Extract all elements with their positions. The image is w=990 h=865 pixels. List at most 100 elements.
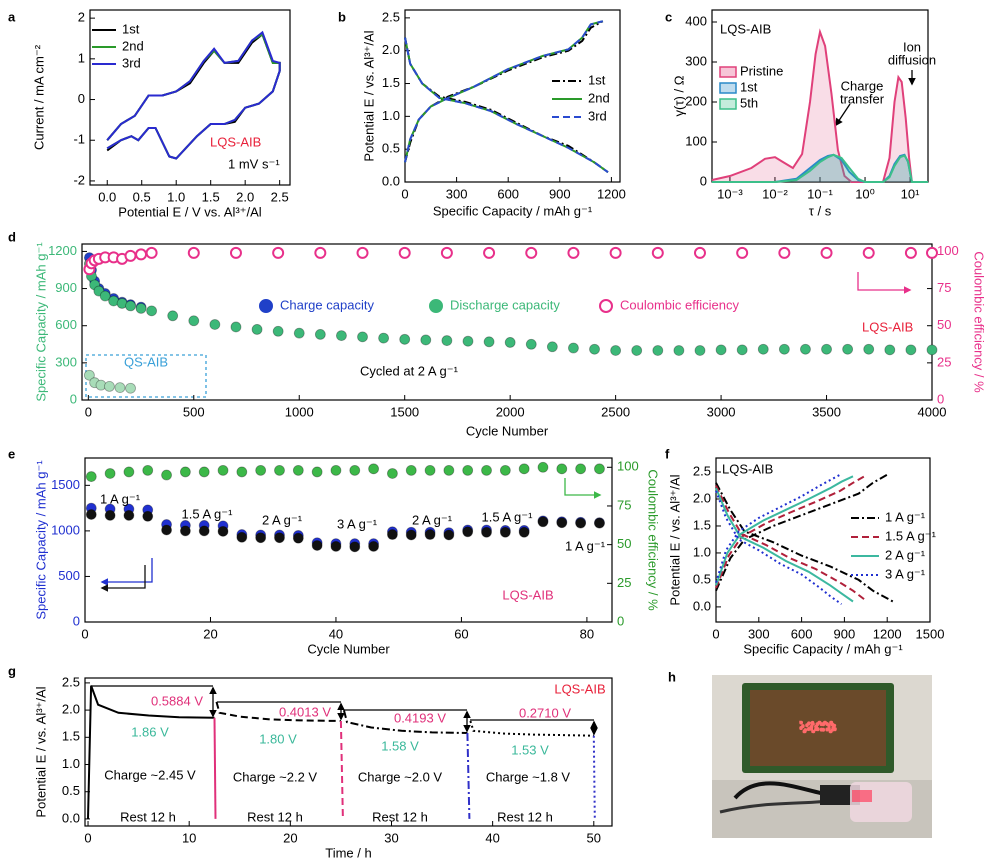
data-point <box>556 517 568 529</box>
data-point <box>443 529 455 541</box>
annotation: 3 A g⁻¹ <box>337 516 378 531</box>
data-point <box>610 345 622 356</box>
data-point <box>504 337 516 348</box>
annotation: 1.5 A g⁻¹ <box>182 506 234 521</box>
x-tick-label: 0 <box>81 626 88 641</box>
data-point <box>255 464 267 476</box>
annotation: 1.58 V <box>381 738 419 753</box>
data-point <box>863 343 875 355</box>
data-point <box>575 517 587 529</box>
y-tick-label: 500 <box>58 568 80 583</box>
data-point <box>842 343 854 355</box>
y-axis-title: Specific Capacity / mAh g⁻¹ <box>33 460 48 620</box>
x-tick-label: 20 <box>203 626 217 641</box>
data-point <box>518 526 530 538</box>
y-tick-label: 0 <box>700 173 707 188</box>
y-axis-title: Potential E / vs. Al³⁺/Al <box>33 686 48 817</box>
annotation: 2 A g⁻¹ <box>412 512 453 527</box>
data-point <box>673 345 685 356</box>
x-tick-label: 300 <box>748 626 770 641</box>
y-tick-label: 1.0 <box>382 108 400 123</box>
line <box>712 153 928 183</box>
arrow <box>835 103 851 127</box>
data-point <box>311 466 323 478</box>
x-tick-label: 2.5 <box>271 189 289 204</box>
x-tick-label: 10⁻¹ <box>807 186 833 201</box>
y-axis-title: Specific Capacity / mAh g⁻¹ <box>33 242 48 402</box>
annotation: diffusion <box>888 52 936 67</box>
y-axis-title: Current / mA cm⁻² <box>31 44 46 150</box>
y-tick-label: 200 <box>685 93 707 108</box>
panel-label: e <box>8 446 15 461</box>
line <box>592 735 596 819</box>
x-tick-label: 300 <box>446 186 468 201</box>
annotation: 0.4013 V <box>279 704 331 719</box>
x-axis-title: Time / h <box>325 845 371 860</box>
data-point <box>368 463 379 475</box>
x-tick-label: 2500 <box>601 404 630 419</box>
x-axis-title: τ / s <box>809 203 832 218</box>
data-point <box>440 246 453 259</box>
data-point <box>462 464 474 476</box>
data-point <box>311 540 323 551</box>
annotation: 1.86 V <box>131 724 169 739</box>
x-axis-title: Cycle Number <box>307 641 390 656</box>
data-point <box>251 324 263 335</box>
x-tick-label: 0 <box>712 626 719 641</box>
x-tick-label: 60 <box>454 626 468 641</box>
data-point <box>255 532 267 544</box>
data-point <box>499 464 511 476</box>
x-tick-label: 0 <box>401 186 408 201</box>
data-point <box>398 246 411 259</box>
data-point <box>217 464 229 476</box>
data-point <box>179 466 191 478</box>
data-point <box>405 464 417 476</box>
annotation: Rest 12 h <box>497 809 553 824</box>
data-point <box>594 463 605 475</box>
x-tick-label: 2000 <box>496 404 525 419</box>
y-tick-label: 0.5 <box>693 571 711 586</box>
legend-label: 2nd <box>122 38 144 53</box>
data-point <box>217 525 229 537</box>
data-point <box>104 468 116 479</box>
annotation: 2 A g⁻¹ <box>262 512 303 527</box>
x-axis-title: Potential E / V vs. Al³⁺/Al <box>118 204 262 219</box>
y-axis-title: γ(τ) / Ω <box>671 75 686 116</box>
plot-frame <box>84 677 613 827</box>
legend-label: 5th <box>740 95 758 110</box>
data-point <box>594 517 605 529</box>
y2-tick-label: 0 <box>617 613 624 628</box>
line <box>213 717 217 819</box>
legend-label: 2 A g⁻¹ <box>885 547 926 562</box>
data-point <box>525 338 537 350</box>
data-point <box>85 509 97 520</box>
data-point <box>499 526 511 538</box>
line <box>715 473 894 603</box>
y2-tick-label: 50 <box>937 317 951 332</box>
data-point <box>424 464 436 476</box>
annotation: LQS-AIB <box>502 587 553 602</box>
y-tick-label: -2 <box>73 172 85 187</box>
data-point <box>293 327 305 339</box>
y-tick-label: 1000 <box>51 522 80 537</box>
x-tick-label: 0 <box>85 404 92 419</box>
data-point <box>356 246 369 259</box>
data-point <box>884 344 896 356</box>
x-tick-label: 40 <box>485 830 499 845</box>
battery-glow <box>852 790 872 802</box>
data-point <box>481 526 492 538</box>
photo: USTB h <box>668 669 932 838</box>
annotation: Ion <box>903 39 921 54</box>
data-point <box>198 466 210 478</box>
line <box>87 685 215 819</box>
data-point <box>330 464 342 476</box>
led-matrix <box>750 690 886 766</box>
annotation: Rest 12 h <box>372 809 428 824</box>
x-tick-label: 10¹ <box>901 186 920 201</box>
area <box>712 32 928 182</box>
data-point <box>125 382 136 394</box>
line <box>715 475 868 603</box>
y2-tick-label: 75 <box>617 497 631 512</box>
y-tick-label: 0 <box>78 91 85 106</box>
legend-label: 1st <box>122 21 140 36</box>
